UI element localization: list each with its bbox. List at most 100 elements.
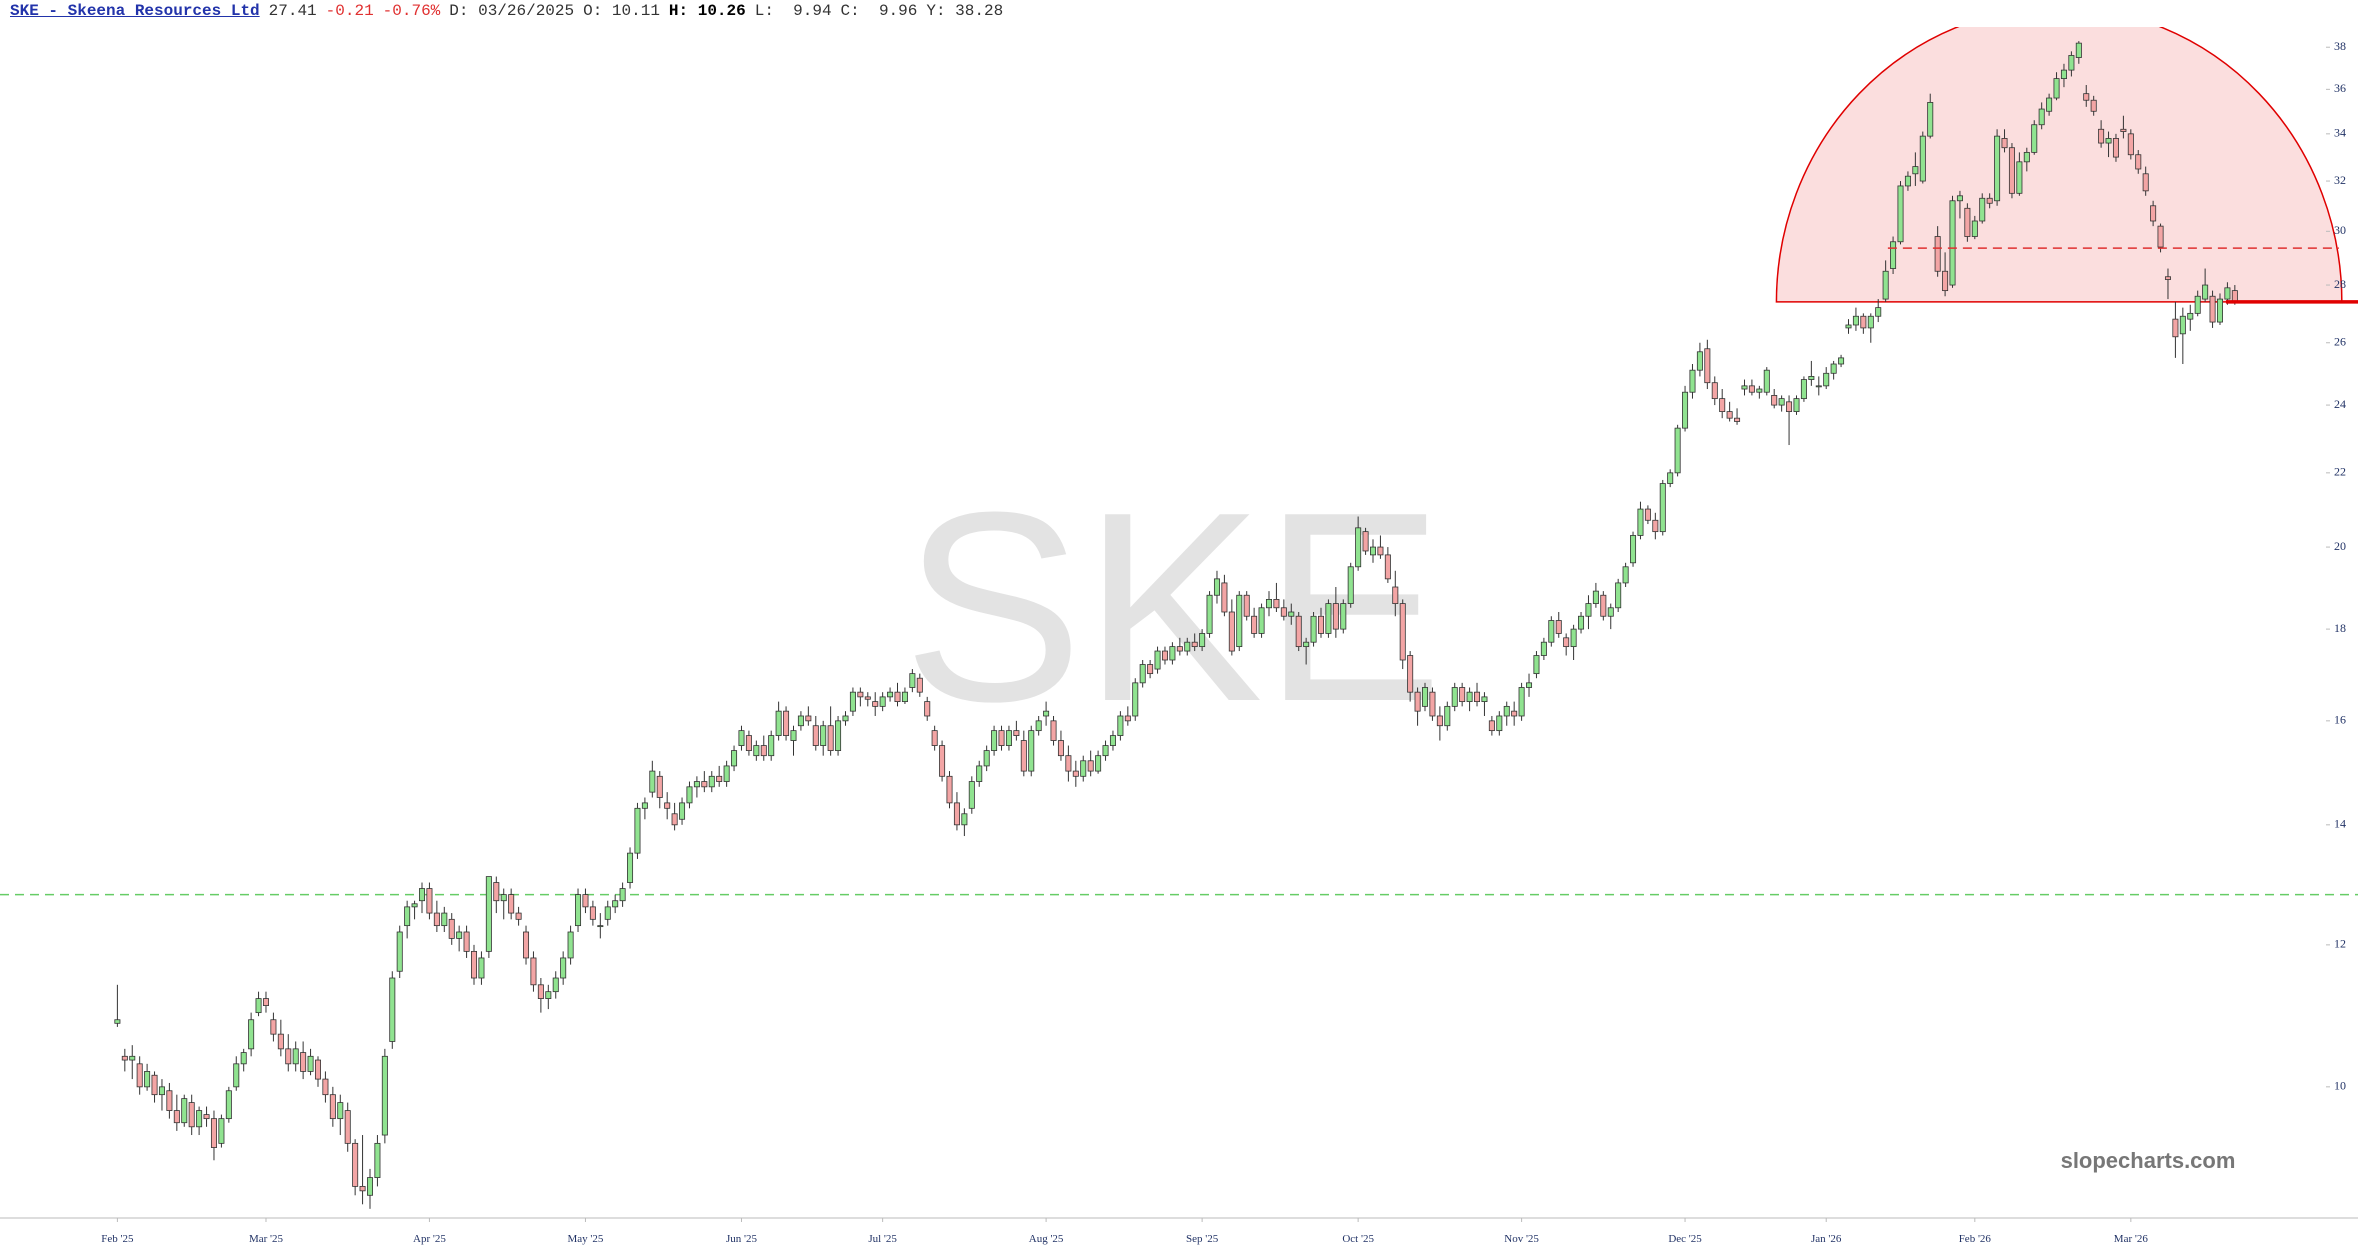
candle-body bbox=[612, 900, 619, 908]
x-tick-label: May '25 bbox=[568, 1233, 604, 1245]
candle-body bbox=[493, 882, 500, 902]
candle-body bbox=[2068, 55, 2075, 71]
candle-body bbox=[805, 715, 812, 722]
x-tick-label: Oct '25 bbox=[1342, 1233, 1374, 1245]
candle-body bbox=[1184, 641, 1191, 652]
y-tick-label: 12 bbox=[2334, 937, 2346, 951]
candle-body bbox=[1377, 546, 1384, 556]
candle-body bbox=[1511, 710, 1518, 717]
candle-body bbox=[2164, 276, 2171, 280]
candle-body bbox=[314, 1059, 321, 1080]
candle-body bbox=[1830, 363, 1837, 374]
symbol[interactable]: SKE - Skeena Resources Ltd bbox=[10, 2, 260, 20]
candle-body bbox=[575, 894, 582, 927]
y-tick-label: 14 bbox=[2334, 817, 2346, 831]
candle-body bbox=[2008, 147, 2015, 194]
candle-body bbox=[1652, 519, 1659, 533]
candle-body bbox=[567, 931, 574, 959]
candle-body bbox=[530, 957, 537, 986]
candle-body bbox=[1340, 603, 1347, 630]
candle-body bbox=[396, 931, 403, 972]
candle-body bbox=[1347, 566, 1354, 604]
candle-body bbox=[827, 725, 834, 751]
candle-body bbox=[374, 1142, 381, 1178]
candle-body bbox=[537, 984, 544, 999]
y-tick-label: 18 bbox=[2334, 621, 2346, 635]
candle-body bbox=[1578, 615, 1585, 630]
candle-body bbox=[879, 696, 886, 707]
candle-body bbox=[188, 1102, 195, 1128]
candle-body bbox=[916, 677, 923, 693]
candle-body bbox=[1065, 755, 1072, 772]
candle-body bbox=[2172, 318, 2179, 338]
candle-body bbox=[1682, 391, 1689, 429]
candle-body bbox=[307, 1055, 314, 1072]
candle-body bbox=[1161, 650, 1168, 661]
credit: slopecharts.com bbox=[2061, 1148, 2236, 1173]
candle-body bbox=[641, 802, 648, 809]
candle-body bbox=[2023, 151, 2030, 163]
candle-body bbox=[114, 1019, 121, 1024]
candle-body bbox=[411, 903, 418, 908]
candle-body bbox=[329, 1094, 336, 1120]
candle-body bbox=[2053, 78, 2060, 99]
candle-body bbox=[738, 730, 745, 746]
candle-body bbox=[1228, 611, 1235, 652]
x-tick-label: Jan '26 bbox=[1811, 1233, 1842, 1245]
candle-body bbox=[426, 888, 433, 914]
candle-body bbox=[1206, 594, 1213, 634]
y-tick-label: 32 bbox=[2334, 173, 2346, 187]
candle-body bbox=[158, 1086, 165, 1096]
candle-body bbox=[1258, 607, 1265, 634]
candle-body bbox=[991, 730, 998, 751]
candle-body bbox=[2187, 312, 2194, 320]
candle-body bbox=[619, 888, 626, 902]
candle-body bbox=[1176, 646, 1183, 652]
candle-body bbox=[1689, 369, 1696, 393]
candle-body bbox=[1035, 720, 1042, 732]
candle-body bbox=[649, 770, 656, 793]
candle-body bbox=[1221, 582, 1228, 613]
candle-body bbox=[1429, 691, 1436, 717]
candle-body bbox=[1852, 315, 1859, 326]
candle-body bbox=[1986, 197, 1993, 204]
candle-body bbox=[2209, 295, 2216, 323]
candle-body bbox=[1548, 620, 1555, 643]
candle-body bbox=[2060, 69, 2067, 79]
info-close: C: 9.96 bbox=[840, 2, 918, 20]
candle-body bbox=[1748, 385, 1755, 393]
candle-body bbox=[1496, 715, 1503, 732]
x-tick-label: Mar '26 bbox=[2114, 1233, 2149, 1245]
candle-body bbox=[2224, 287, 2231, 300]
candle-body bbox=[1904, 175, 1911, 187]
candle-body bbox=[1451, 687, 1458, 707]
candle-body bbox=[1994, 135, 2001, 202]
candle-body bbox=[2231, 290, 2238, 303]
candle-body bbox=[887, 691, 894, 698]
candle-body bbox=[664, 802, 671, 809]
y-tick-label: 20 bbox=[2334, 539, 2346, 553]
candle-body bbox=[1607, 607, 1614, 617]
candle-body bbox=[1540, 641, 1547, 656]
candle-body bbox=[1057, 740, 1064, 757]
x-tick-label: Feb '26 bbox=[1959, 1233, 1992, 1245]
candle-body bbox=[790, 730, 797, 741]
candle-body bbox=[1919, 135, 1926, 182]
candle-body bbox=[1734, 417, 1741, 422]
candle-body bbox=[240, 1052, 247, 1065]
candle-body bbox=[203, 1114, 210, 1120]
candle-body bbox=[1459, 687, 1466, 703]
candle-body bbox=[1956, 195, 1963, 202]
candle-body bbox=[262, 998, 269, 1006]
candle-body bbox=[656, 775, 663, 798]
candle-body bbox=[1882, 270, 1889, 300]
candle-body bbox=[1213, 578, 1220, 596]
candle-body bbox=[1600, 594, 1607, 617]
candle-body bbox=[864, 696, 871, 700]
candle-body bbox=[1815, 385, 1822, 388]
candle-body bbox=[745, 735, 752, 751]
candle-body bbox=[1362, 531, 1369, 552]
candle-body bbox=[1719, 398, 1726, 413]
candle-body bbox=[173, 1110, 180, 1124]
candle-body bbox=[1503, 705, 1510, 717]
